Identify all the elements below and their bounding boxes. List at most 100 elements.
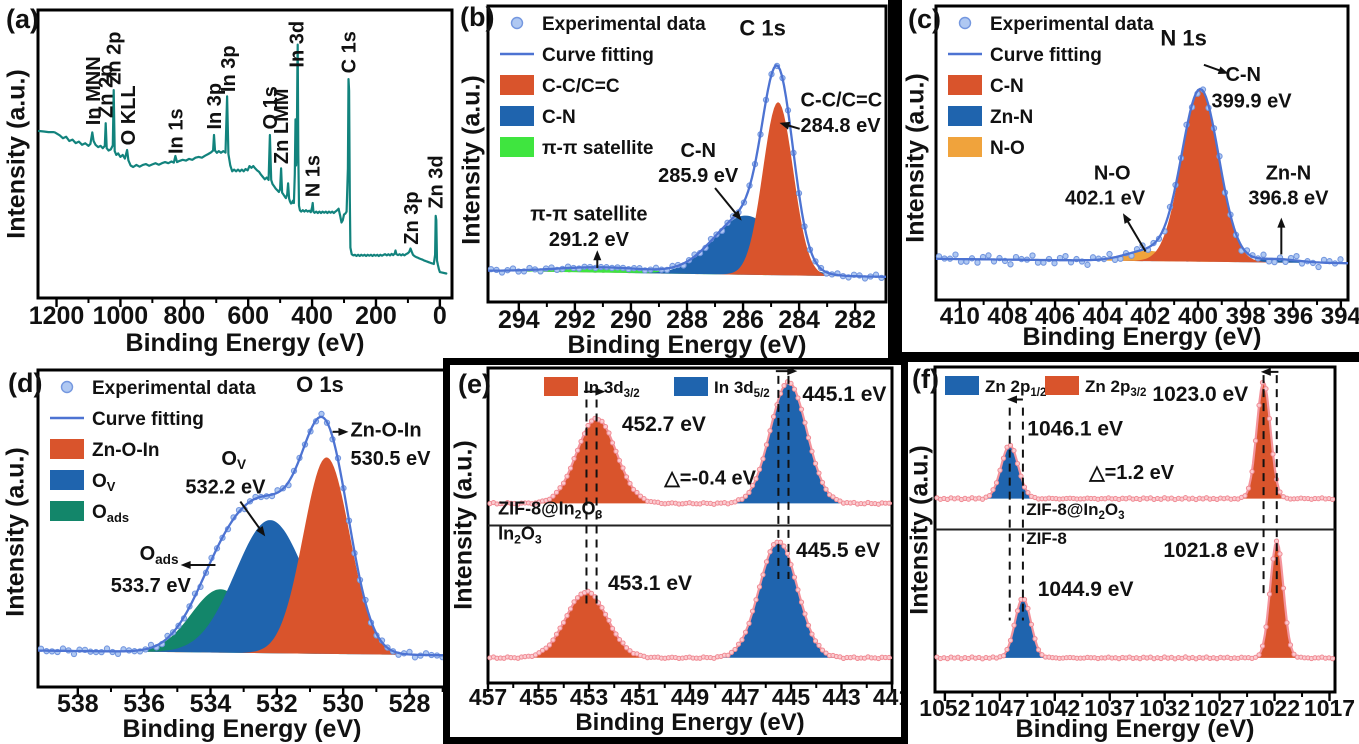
- experimental-dot: [1263, 624, 1269, 630]
- panel-d-plot: 538 536 534 532 530 528 Experimental data Curve…: [36, 368, 443, 718]
- experimental-dot: [823, 486, 829, 492]
- svg-text:400: 400: [1178, 303, 1218, 330]
- experimental-dot: [574, 595, 581, 601]
- experimental-dot: [1014, 608, 1021, 614]
- fit-curve: [488, 64, 886, 278]
- experimental-dot: [564, 473, 570, 479]
- experimental-dot: [749, 482, 756, 489]
- experimental-dot: [546, 642, 553, 648]
- experimental-dot: [1242, 493, 1248, 499]
- experimental-dot: [781, 543, 787, 549]
- experimental-dot: [784, 550, 791, 557]
- experimental-dot: [1291, 651, 1297, 657]
- svg-text:404: 404: [1083, 303, 1124, 330]
- peak-label: N 1s: [303, 155, 325, 197]
- svg-text:453: 453: [570, 684, 608, 710]
- experimental-dot: [805, 435, 812, 441]
- svg-text:Experimental data: Experimental data: [990, 14, 1154, 35]
- experimental-dot: [1011, 622, 1017, 628]
- annotation: N 1s: [1160, 26, 1206, 51]
- experimental-dot: [791, 386, 798, 392]
- experimental-dot: [543, 645, 549, 651]
- experimental-dot: [788, 561, 794, 568]
- peak-label: In 3p: [204, 83, 226, 130]
- svg-text:C-N: C-N: [990, 76, 1024, 97]
- svg-text:C-C/C=C: C-C/C=C: [542, 76, 620, 97]
- annotation: 530.5 eV: [350, 448, 431, 470]
- svg-text:N-O: N-O: [990, 138, 1025, 159]
- experimental-dot: [760, 456, 766, 462]
- svg-text:1032: 1032: [1139, 695, 1190, 721]
- experimental-dot: [1266, 591, 1273, 597]
- experimental-dot: [1252, 438, 1259, 444]
- experimental-dot: [1245, 485, 1252, 491]
- experimental-dot: [1270, 556, 1276, 562]
- panel-e-plot: 457 455 453 451 449 447 445 443 441 452.7 eV 445.1…: [469, 366, 901, 710]
- svg-text:Curve fitting: Curve fitting: [990, 45, 1102, 66]
- annotation: 532.2 eV: [185, 477, 266, 499]
- sample-label: In2O3: [498, 524, 542, 547]
- experimental-dot: [630, 486, 637, 493]
- experimental-dot: [1007, 261, 1014, 268]
- experimental-dot: [1273, 538, 1280, 544]
- experimental-dot: [795, 587, 801, 593]
- experimental-dot: [742, 493, 749, 499]
- component-fill: [488, 267, 886, 277]
- vertical-divider-bar: [888, 0, 902, 362]
- experimental-dot: [585, 588, 591, 594]
- experimental-dot: [798, 406, 805, 412]
- svg-text:288: 288: [666, 306, 708, 334]
- svg-text:1200: 1200: [29, 302, 85, 330]
- annotation: 453.1 eV: [608, 572, 692, 595]
- experimental-dot: [1280, 585, 1287, 591]
- experimental-dot: [1287, 642, 1294, 648]
- experimental-dot: [791, 574, 798, 580]
- y-axis-label: Intensity (a.u.): [1, 447, 30, 617]
- experimental-dot: [623, 645, 630, 651]
- experimental-dot: [986, 493, 993, 499]
- experimental-dot: [823, 650, 829, 656]
- experimental-dot: [1277, 551, 1283, 557]
- svg-text:1000: 1000: [93, 302, 149, 330]
- annotation: △=1.2 eV: [1088, 462, 1175, 484]
- experimental-dot: [732, 646, 738, 653]
- peak-label: In MNN: [83, 56, 105, 125]
- svg-text:Zn 2p1/2: Zn 2p1/2: [985, 377, 1046, 399]
- experimental-dot: [1035, 647, 1042, 653]
- experimental-dot: [1000, 455, 1007, 461]
- experimental-dot: [788, 380, 794, 387]
- svg-text:1037: 1037: [1084, 695, 1135, 721]
- experimental-dot: [746, 620, 752, 626]
- experimental-dot: [1329, 496, 1336, 502]
- experimental-dot: [567, 606, 574, 612]
- experimental-dot: [795, 395, 801, 401]
- experimental-dot: [571, 455, 577, 462]
- annotation: 533.7 eV: [111, 575, 192, 597]
- experimental-dot: [985, 252, 992, 259]
- experimental-dot: [620, 640, 626, 646]
- peak-label: In 1s: [165, 108, 187, 154]
- experimental-dot: [1256, 652, 1262, 658]
- svg-text:402: 402: [1130, 303, 1170, 330]
- experimental-dot: [1084, 261, 1091, 268]
- experimental-dot: [578, 438, 584, 445]
- svg-text:Zn-N: Zn-N: [990, 107, 1033, 128]
- sample-label: ZIF-8@In2O3: [498, 498, 602, 521]
- svg-text:286: 286: [722, 306, 764, 334]
- annotation: 402.1 eV: [1065, 187, 1146, 209]
- annotation: Zn-N: [1266, 162, 1312, 184]
- svg-text:0: 0: [433, 302, 447, 330]
- annotation: 445.5 eV: [796, 539, 880, 562]
- experimental-dot: [1337, 256, 1344, 263]
- experimental-dot: [609, 625, 616, 632]
- experimental-dot: [1025, 489, 1031, 496]
- svg-text:396: 396: [1273, 303, 1313, 330]
- svg-text:1022: 1022: [1249, 695, 1300, 721]
- svg-text:394: 394: [1321, 303, 1359, 330]
- annotation: OV: [221, 448, 246, 472]
- sample-label: ZIF-8@In2O3: [1026, 500, 1124, 522]
- experimental-dot: [1266, 416, 1273, 422]
- svg-text:1047: 1047: [974, 695, 1025, 721]
- experimental-dot: [1014, 460, 1021, 467]
